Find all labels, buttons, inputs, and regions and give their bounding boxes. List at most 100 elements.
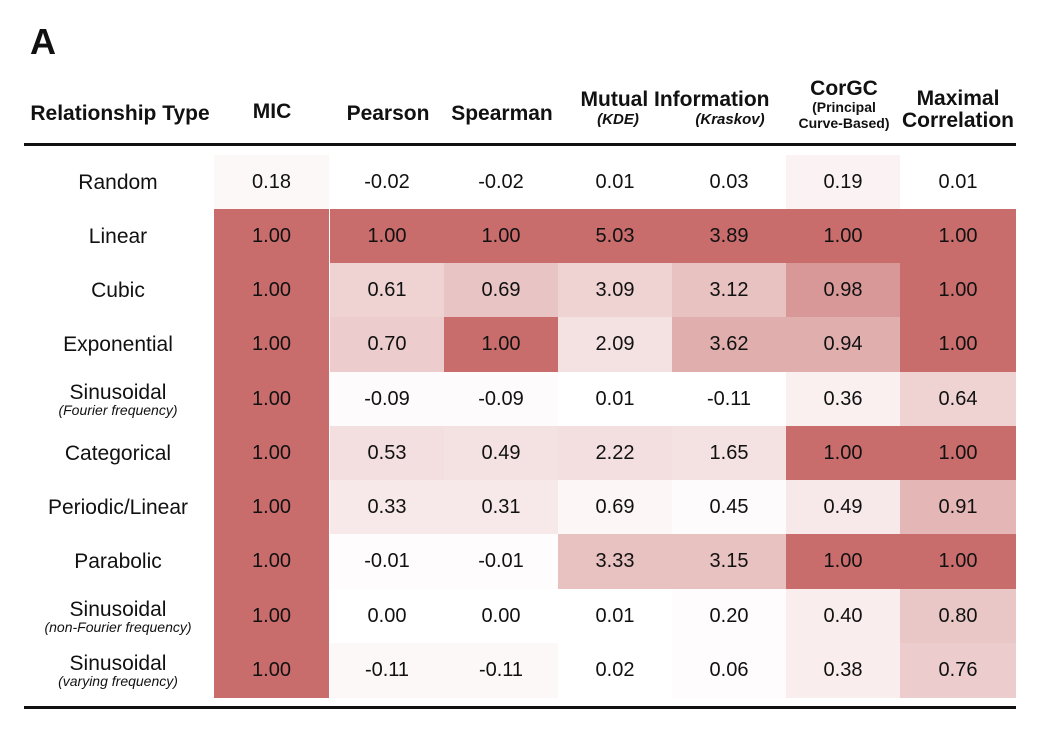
heatmap-cell: 0.45 bbox=[672, 480, 786, 535]
row-label-text: Exponential bbox=[63, 333, 173, 356]
heatmap-cell: 1.00 bbox=[900, 263, 1016, 318]
header-corgc-sub2: Curve-Based) bbox=[798, 115, 890, 131]
header-mutual-information: Mutual Information bbox=[580, 88, 770, 111]
heatmap-cell: 1.00 bbox=[214, 209, 329, 264]
heatmap-cell: 0.01 bbox=[558, 155, 672, 210]
heatmap-cell: 1.65 bbox=[672, 426, 786, 481]
heatmap-cell: 1.00 bbox=[786, 534, 900, 589]
header-corgc-sub1: (Principal bbox=[812, 99, 876, 115]
heatmap-cell: 3.15 bbox=[672, 534, 786, 589]
row-label-subtitle: (non-Fourier frequency) bbox=[44, 618, 192, 635]
heatmap-cell: 3.33 bbox=[558, 534, 672, 589]
heatmap-cell: 0.01 bbox=[558, 372, 672, 427]
heatmap-cell: 0.40 bbox=[786, 589, 900, 644]
heatmap-cell: 5.03 bbox=[558, 209, 672, 264]
row-label-text: Periodic/Linear bbox=[47, 496, 189, 519]
row-label-text: Sinusoidal bbox=[69, 597, 167, 621]
heatmap-cell: 2.22 bbox=[558, 426, 672, 481]
heatmap-cell: 0.94 bbox=[786, 317, 900, 372]
heatmap-cell: 2.09 bbox=[558, 317, 672, 372]
header-relationship-type: Relationship Type bbox=[30, 102, 210, 125]
heatmap-cell: 0.19 bbox=[786, 155, 900, 210]
heatmap-cell: 0.33 bbox=[330, 480, 444, 535]
heatmap-cell: 0.02 bbox=[558, 643, 672, 698]
heatmap-cell: 1.00 bbox=[900, 534, 1016, 589]
heatmap-cell: 0.80 bbox=[900, 589, 1016, 644]
row-label: Parabolic bbox=[24, 534, 212, 589]
heatmap-cell: 0.06 bbox=[672, 643, 786, 698]
heatmap-cell: -0.09 bbox=[330, 372, 444, 427]
heatmap-cell: -0.11 bbox=[330, 643, 444, 698]
header-correlation: Correlation bbox=[901, 109, 1014, 132]
heatmap-cell: 1.00 bbox=[900, 426, 1016, 481]
heatmap-cell: 0.00 bbox=[330, 589, 444, 644]
row-label: Sinusoidal (varying frequency) bbox=[24, 643, 212, 698]
row-label-text: Linear bbox=[88, 225, 148, 248]
heatmap-cell: 1.00 bbox=[786, 209, 900, 264]
heatmap-cell: 0.69 bbox=[558, 480, 672, 535]
heatmap-cell: 1.00 bbox=[214, 480, 329, 535]
heatmap-cell: 0.70 bbox=[330, 317, 444, 372]
row-label: Random bbox=[24, 155, 212, 210]
heatmap-cell: -0.02 bbox=[330, 155, 444, 210]
row-label-text: Categorical bbox=[64, 442, 172, 465]
row-label-text: Random bbox=[78, 171, 158, 194]
header-maximal: Maximal bbox=[916, 87, 1000, 110]
row-label-text: Parabolic bbox=[74, 550, 162, 573]
heatmap-cell: -0.01 bbox=[330, 534, 444, 589]
heatmap-cell: 0.31 bbox=[444, 480, 558, 535]
heatmap-cell: 1.00 bbox=[214, 263, 329, 318]
heatmap-cell: -0.01 bbox=[444, 534, 558, 589]
heatmap-cell: 0.01 bbox=[558, 589, 672, 644]
heatmap-cell: 1.00 bbox=[330, 209, 444, 264]
header-mic: MIC bbox=[252, 100, 292, 123]
heatmap-cell: 3.89 bbox=[672, 209, 786, 264]
heatmap-cell: 0.20 bbox=[672, 589, 786, 644]
heatmap-cell: 3.12 bbox=[672, 263, 786, 318]
row-label: Exponential bbox=[24, 317, 212, 372]
bottom-rule bbox=[24, 706, 1016, 709]
header-corgc: CorGC bbox=[810, 77, 878, 100]
heatmap-cell: 3.62 bbox=[672, 317, 786, 372]
row-label: Sinusoidal (Fourier frequency) bbox=[24, 372, 212, 427]
heatmap-cell: 0.76 bbox=[900, 643, 1016, 698]
row-label-text: Sinusoidal bbox=[69, 380, 167, 404]
heatmap-cell: 0.69 bbox=[444, 263, 558, 318]
row-label: Linear bbox=[24, 209, 212, 264]
heatmap-cell: 0.36 bbox=[786, 372, 900, 427]
heatmap-cell: 0.38 bbox=[786, 643, 900, 698]
heatmap-cell: -0.09 bbox=[444, 372, 558, 427]
heatmap-cell: 0.61 bbox=[330, 263, 444, 318]
heatmap-cell: 1.00 bbox=[214, 426, 329, 481]
row-label: Cubic bbox=[24, 263, 212, 318]
row-label-text: Cubic bbox=[91, 279, 145, 302]
heatmap-cell: 1.00 bbox=[214, 372, 329, 427]
heatmap-cell: 0.49 bbox=[444, 426, 558, 481]
heatmap-cell: 1.00 bbox=[214, 643, 329, 698]
heatmap-cell: 0.49 bbox=[786, 480, 900, 535]
heatmap-cell: 1.00 bbox=[786, 426, 900, 481]
heatmap-cell: 0.01 bbox=[900, 155, 1016, 210]
heatmap-cell: -0.02 bbox=[444, 155, 558, 210]
row-label-text: Sinusoidal bbox=[69, 651, 167, 675]
heatmap-cell: 1.00 bbox=[444, 317, 558, 372]
heatmap-cell: 1.00 bbox=[214, 317, 329, 372]
heatmap-cell: -0.11 bbox=[672, 372, 786, 427]
row-label-subtitle: (varying frequency) bbox=[58, 672, 178, 689]
row-label: Periodic/Linear bbox=[24, 480, 212, 535]
panel-label: A bbox=[30, 21, 56, 62]
heatmap-cell: 0.00 bbox=[444, 589, 558, 644]
header-pearson: Pearson bbox=[346, 102, 430, 125]
heatmap-cell: -0.11 bbox=[444, 643, 558, 698]
heatmap-cell: 1.00 bbox=[214, 589, 329, 644]
heatmap-cell: 0.91 bbox=[900, 480, 1016, 535]
heatmap-cell: 1.00 bbox=[444, 209, 558, 264]
header-spearman: Spearman bbox=[451, 102, 553, 125]
heatmap-cell: 0.18 bbox=[214, 155, 329, 210]
row-label: Sinusoidal (non-Fourier frequency) bbox=[24, 589, 212, 644]
heatmap-cell: 1.00 bbox=[900, 317, 1016, 372]
heatmap-cell: 0.53 bbox=[330, 426, 444, 481]
heatmap-cell: 1.00 bbox=[900, 209, 1016, 264]
heatmap-cell: 1.00 bbox=[214, 534, 329, 589]
header-mi-kraskov: (Kraskov) bbox=[695, 111, 765, 128]
